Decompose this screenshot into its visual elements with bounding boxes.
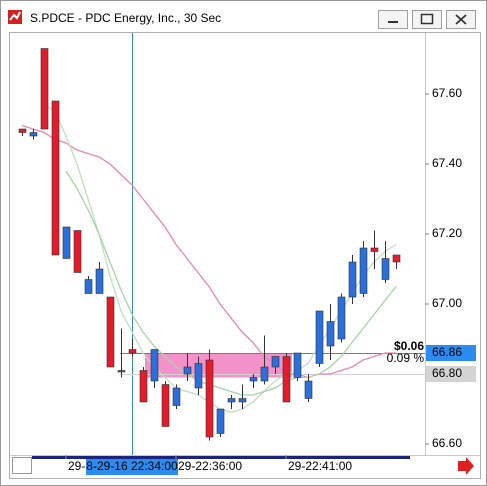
- price-marker-box: [426, 345, 476, 361]
- candle-body: [326, 321, 335, 347]
- candle-body: [172, 387, 181, 406]
- candle-body: [139, 370, 148, 403]
- y-tick-label: 66.60: [432, 436, 462, 450]
- cursor-time-label: 8-29-16 22:34:00: [86, 459, 178, 473]
- y-tick-label: 67.00: [432, 296, 462, 310]
- window-title: S.PDCE - PDC Energy, Inc., 30 Sec: [30, 11, 221, 25]
- candle-body: [117, 370, 126, 373]
- candle-body: [293, 352, 302, 378]
- candle-body: [227, 398, 236, 403]
- candle-body: [337, 296, 346, 340]
- candle-body: [128, 349, 137, 354]
- candle-body: [282, 356, 291, 403]
- candle-body: [73, 230, 82, 273]
- y-tick-label: 67.60: [432, 86, 462, 100]
- app-icon: [8, 10, 22, 24]
- candle-body: [249, 377, 258, 382]
- candle-body: [183, 366, 192, 375]
- moving-average-line: [21, 124, 396, 379]
- change-label: $0.06: [394, 339, 424, 353]
- close-button[interactable]: [446, 10, 476, 29]
- maximize-button[interactable]: [412, 10, 442, 29]
- chart-panel: [9, 32, 481, 479]
- price-zone: [145, 353, 292, 378]
- price-marker-label: 66.86: [432, 345, 462, 359]
- candle-body: [106, 296, 115, 368]
- candle-body: [95, 268, 104, 294]
- candle-body: [260, 366, 269, 382]
- candle-body: [150, 349, 159, 382]
- cursor-time-box: [86, 459, 178, 475]
- candle-body: [84, 279, 93, 294]
- candle-body: [18, 128, 27, 133]
- candle-body: [51, 100, 60, 256]
- candle-body: [205, 359, 214, 438]
- y-tick-label: 67.40: [432, 156, 462, 170]
- price-marker-box: [426, 366, 476, 382]
- candle-body: [315, 310, 324, 364]
- candle-body: [29, 132, 38, 137]
- x-tick-label: 29-: [68, 459, 85, 473]
- candle-body: [62, 226, 71, 259]
- change-pct-label: 0.09 %: [387, 351, 425, 365]
- candle-body: [370, 247, 379, 252]
- minimize-button[interactable]: [378, 10, 408, 29]
- candle-body: [271, 356, 280, 368]
- candle-body: [238, 398, 247, 403]
- moving-average-line: [65, 170, 397, 396]
- candle-body: [392, 254, 401, 263]
- candle-body: [304, 380, 313, 399]
- candle-body: [359, 247, 368, 294]
- scroll-bar[interactable]: [32, 456, 410, 459]
- candle-body: [40, 48, 49, 130]
- scroll-right-arrow[interactable]: [458, 457, 474, 475]
- candle-body: [348, 261, 357, 298]
- scroll-box[interactable]: [12, 457, 32, 474]
- y-tick-label: 67.20: [432, 226, 462, 240]
- candle-body: [161, 384, 170, 427]
- candle-body: [381, 258, 390, 280]
- price-marker-label: 66.80: [432, 366, 462, 380]
- x-tick-label: 29-22:36:00: [178, 459, 242, 473]
- candle-body: [194, 363, 203, 389]
- candle-body: [216, 408, 225, 434]
- x-tick-label: 29-22:41:00: [288, 459, 352, 473]
